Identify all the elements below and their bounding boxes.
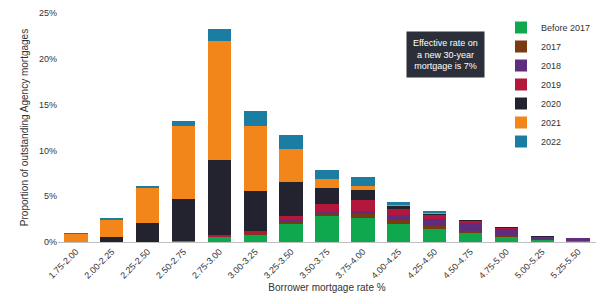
svg-text:1.75-2.00: 1.75-2.00 <box>47 247 81 281</box>
svg-text:2020: 2020 <box>541 99 561 109</box>
svg-text:2017: 2017 <box>541 42 561 52</box>
svg-text:3.25-3.50: 3.25-3.50 <box>262 247 296 281</box>
svg-text:0%: 0% <box>44 237 57 247</box>
svg-text:2.25-2.50: 2.25-2.50 <box>118 247 152 281</box>
svg-text:2022: 2022 <box>541 137 561 147</box>
svg-text:Proportion of outstanding Agen: Proportion of outstanding Agency mortgag… <box>19 29 30 226</box>
svg-text:3.50-3.75: 3.50-3.75 <box>298 247 332 281</box>
svg-text:10%: 10% <box>39 146 57 156</box>
svg-text:Effective rate ona new 30-year: Effective rate ona new 30-yearmortgage i… <box>413 38 478 71</box>
svg-text:5%: 5% <box>44 191 57 201</box>
svg-text:2018: 2018 <box>541 61 561 71</box>
svg-text:Borrower mortgage rate %: Borrower mortgage rate % <box>268 282 385 293</box>
svg-text:Before 2017: Before 2017 <box>541 23 590 33</box>
svg-text:2.75-3.00: 2.75-3.00 <box>190 247 224 281</box>
svg-text:2019: 2019 <box>541 80 561 90</box>
svg-text:4.50-4.75: 4.50-4.75 <box>441 247 475 281</box>
svg-text:4.75-5.00: 4.75-5.00 <box>477 247 511 281</box>
svg-text:25%: 25% <box>39 8 57 18</box>
svg-text:20%: 20% <box>39 54 57 64</box>
svg-text:5.00-5.25: 5.00-5.25 <box>513 247 547 281</box>
svg-text:4.00-4.25: 4.00-4.25 <box>369 247 403 281</box>
svg-text:3.75-4.00: 3.75-4.00 <box>334 247 368 281</box>
svg-text:2.50-2.75: 2.50-2.75 <box>154 247 188 281</box>
svg-text:3.00-3.25: 3.00-3.25 <box>226 247 260 281</box>
svg-text:4.25-4.50: 4.25-4.50 <box>405 247 439 281</box>
svg-text:5.25-5.50: 5.25-5.50 <box>549 247 583 281</box>
svg-text:2.00-2.25: 2.00-2.25 <box>82 247 116 281</box>
svg-text:2021: 2021 <box>541 118 561 128</box>
svg-text:15%: 15% <box>39 100 57 110</box>
